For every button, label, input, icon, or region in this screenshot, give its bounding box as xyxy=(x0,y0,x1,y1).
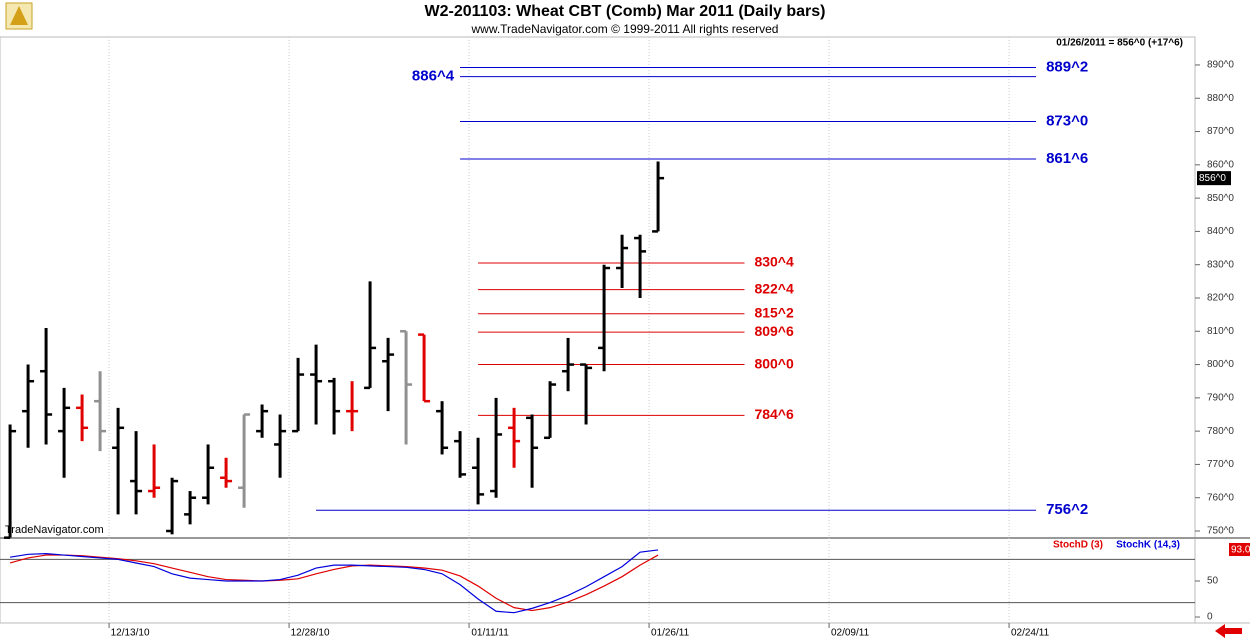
stoch-line xyxy=(9,554,659,612)
x-tick-label: 01/26/11 xyxy=(651,628,690,639)
watermark: TradeNavigator.com xyxy=(5,524,104,536)
level-label: 889^2 xyxy=(1046,58,1088,75)
legend-entry: StochD (3) xyxy=(1053,540,1103,551)
info-line: 01/26/2011 = 856^0 (+17^6) xyxy=(1056,38,1183,49)
logo xyxy=(5,2,33,30)
y-tick-label: 860^0 xyxy=(1207,159,1234,170)
y-tick-label: 850^0 xyxy=(1207,193,1234,204)
y-tick-label: 820^0 xyxy=(1207,293,1234,304)
x-tick-label: 01/11/11 xyxy=(471,628,509,639)
y-tick-label: 790^0 xyxy=(1207,392,1234,403)
y-tick-label: 800^0 xyxy=(1207,359,1234,370)
x-tick-label: 12/28/10 xyxy=(291,628,330,639)
last-price-label: 856^0 xyxy=(1199,173,1226,184)
x-tick-label: 02/24/11 xyxy=(1011,628,1050,639)
y-tick-label: 750^0 xyxy=(1207,526,1234,537)
stoch-value-tag xyxy=(1229,543,1250,556)
y-tick-label: 870^0 xyxy=(1207,126,1234,137)
stoch-line xyxy=(9,549,659,614)
level-label: 830^4 xyxy=(754,254,794,270)
subtitle: www.TradeNavigator.com © 1999-2011 All r… xyxy=(471,22,779,36)
stoch-value-label: 93.08 xyxy=(1231,545,1250,556)
chart-title: W2-201103: Wheat CBT (Comb) Mar 2011 (Da… xyxy=(424,3,825,20)
level-label: 815^2 xyxy=(754,305,794,321)
y-tick-label: 0 xyxy=(1207,612,1213,623)
x-tick-label: 12/13/10 xyxy=(111,628,150,639)
legend-entry: StochK (14,3) xyxy=(1116,540,1180,551)
level-label: 861^6 xyxy=(1046,150,1088,167)
level-label: 800^0 xyxy=(754,355,794,371)
last-price-tag xyxy=(1197,171,1231,186)
y-tick-label: 880^0 xyxy=(1207,93,1234,104)
y-tick-label: 50 xyxy=(1207,576,1219,587)
y-tick-label: 760^0 xyxy=(1207,492,1234,503)
y-tick-label: 780^0 xyxy=(1207,426,1234,437)
x-tick-label: 02/09/11 xyxy=(831,628,870,639)
level-label: 873^0 xyxy=(1046,113,1088,130)
level-label: 809^6 xyxy=(754,323,794,339)
level-label: 756^2 xyxy=(1046,501,1088,518)
y-tick-label: 770^0 xyxy=(1207,459,1234,470)
y-tick-label: 890^0 xyxy=(1207,60,1234,71)
level-label: 886^4 xyxy=(412,68,455,85)
y-tick-label: 830^0 xyxy=(1207,259,1234,270)
scroll-arrow[interactable] xyxy=(1215,624,1242,638)
y-tick-label: 810^0 xyxy=(1207,326,1234,337)
y-tick-label: 840^0 xyxy=(1207,226,1234,237)
level-label: 822^4 xyxy=(754,280,794,296)
level-label: 784^6 xyxy=(754,406,794,422)
